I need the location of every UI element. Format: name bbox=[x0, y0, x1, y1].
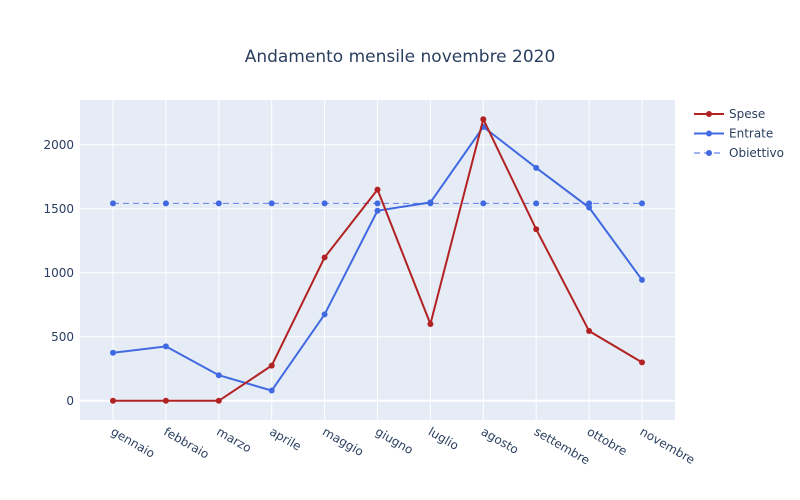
data-point-entrate bbox=[215, 372, 222, 379]
legend-marker bbox=[706, 150, 712, 156]
x-tick-label: marzo bbox=[214, 424, 254, 455]
data-point-entrate bbox=[639, 276, 645, 283]
legend-marker bbox=[706, 111, 712, 117]
legend[interactable]: Spese Entrate Obiettivo bbox=[694, 107, 784, 160]
data-point-spese bbox=[110, 397, 116, 404]
data-point-obiettivo bbox=[374, 200, 381, 207]
y-tick-label: 2000 bbox=[43, 138, 74, 152]
x-tick-label: settembre bbox=[532, 424, 593, 467]
x-tick-label: gennaio bbox=[109, 424, 158, 460]
data-point-spese bbox=[374, 186, 381, 193]
data-point-obiettivo bbox=[639, 200, 645, 207]
data-point-spese bbox=[480, 116, 487, 123]
data-point-entrate bbox=[268, 387, 275, 394]
y-tick-label: 1500 bbox=[43, 202, 74, 216]
data-point-entrate bbox=[533, 164, 540, 171]
data-point-entrate bbox=[162, 343, 169, 350]
data-point-entrate bbox=[374, 207, 381, 214]
legend-item-spese[interactable]: Spese bbox=[694, 107, 765, 121]
legend-label: Obiettivo bbox=[729, 146, 784, 160]
y-tick-label: 500 bbox=[51, 330, 74, 344]
data-point-obiettivo bbox=[162, 200, 169, 207]
data-point-obiettivo bbox=[321, 200, 328, 207]
x-tick-label: aprile bbox=[267, 424, 303, 453]
data-point-spese bbox=[586, 328, 593, 335]
chart-title: Andamento mensile novembre 2020 bbox=[245, 47, 556, 67]
data-point-entrate bbox=[586, 204, 593, 211]
legend-label: Spese bbox=[729, 107, 765, 121]
data-point-obiettivo bbox=[533, 200, 540, 207]
data-point-entrate bbox=[427, 199, 434, 206]
data-point-spese bbox=[533, 226, 540, 233]
legend-label: Entrate bbox=[729, 127, 773, 141]
x-tick-label: novembre bbox=[638, 424, 698, 467]
data-point-obiettivo bbox=[215, 200, 222, 207]
legend-marker bbox=[706, 130, 712, 137]
data-point-obiettivo bbox=[268, 200, 275, 207]
x-tick-label: ottobre bbox=[585, 424, 630, 458]
x-tick-label: giugno bbox=[373, 424, 416, 457]
data-point-obiettivo bbox=[480, 200, 487, 207]
data-point-spese bbox=[268, 362, 275, 369]
data-point-spese bbox=[321, 254, 328, 261]
x-tick-label: luglio bbox=[426, 424, 461, 452]
series-layer bbox=[110, 116, 645, 404]
data-point-entrate bbox=[321, 311, 328, 318]
data-point-spese bbox=[215, 397, 222, 404]
legend-item-entrate[interactable]: Entrate bbox=[694, 127, 773, 141]
x-tick-label: febbraio bbox=[161, 424, 211, 461]
x-tick-label: agosto bbox=[479, 424, 521, 456]
data-point-spese bbox=[639, 359, 645, 366]
data-point-obiettivo bbox=[110, 200, 116, 207]
data-point-entrate bbox=[110, 349, 116, 356]
y-tick-label: 1000 bbox=[43, 266, 74, 280]
data-point-spese bbox=[162, 397, 169, 404]
data-point-spese bbox=[427, 321, 434, 327]
legend-item-obiettivo[interactable]: Obiettivo bbox=[694, 146, 784, 160]
y-tick-label: 0 bbox=[66, 394, 74, 408]
x-tick-label: maggio bbox=[320, 424, 366, 459]
